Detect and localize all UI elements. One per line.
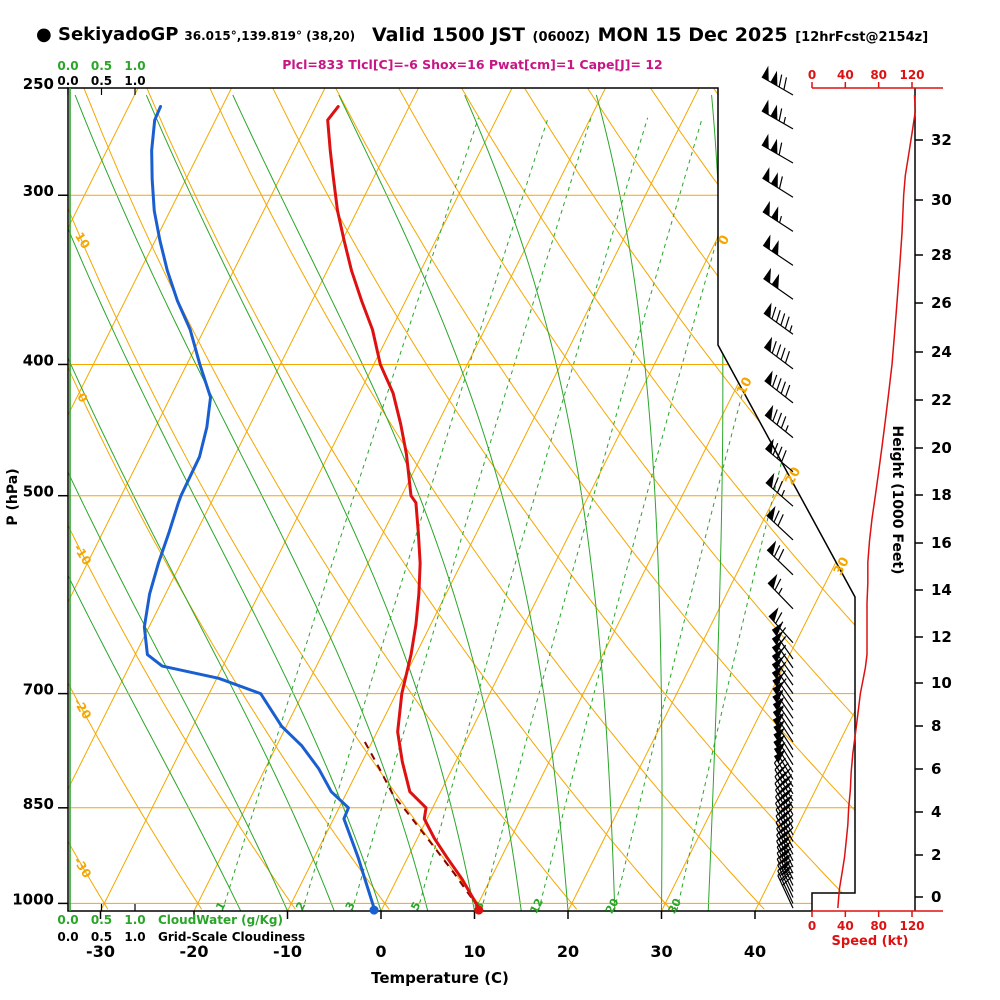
svg-text:80: 80 xyxy=(870,919,887,933)
svg-text:0.0: 0.0 xyxy=(57,74,78,88)
svg-text:850: 850 xyxy=(23,795,54,813)
svg-text:1.0: 1.0 xyxy=(124,913,145,927)
svg-text:1.0: 1.0 xyxy=(124,74,145,88)
grid-labels: 100-10-20-30010203012358122030 xyxy=(71,230,853,916)
wind-speed-line xyxy=(837,94,917,909)
svg-text:0: 0 xyxy=(808,919,816,933)
station-bullet-icon: ● xyxy=(36,24,52,45)
svg-text:0: 0 xyxy=(931,888,941,906)
svg-text:24: 24 xyxy=(931,343,952,361)
svg-text:700: 700 xyxy=(23,681,54,699)
svg-text:12: 12 xyxy=(527,896,546,916)
wind-barbs xyxy=(761,65,794,909)
svg-text:Grid-Scale Cloudiness: Grid-Scale Cloudiness xyxy=(158,930,305,944)
svg-text:2: 2 xyxy=(931,846,941,864)
cloud-scale-axes: 0.00.00.00.00.50.50.50.51.01.01.01.0Clou… xyxy=(57,59,305,944)
station-name: SekiyadoGP xyxy=(58,24,179,45)
svg-text:250: 250 xyxy=(23,75,54,93)
svg-text:Temperature (C): Temperature (C) xyxy=(371,969,509,987)
svg-text:12: 12 xyxy=(931,628,952,646)
svg-text:1.0: 1.0 xyxy=(124,930,145,944)
svg-text:30: 30 xyxy=(650,942,672,961)
grid-mixing-ratio-lines xyxy=(221,117,855,911)
valid-date: MON 15 Dec 2025 xyxy=(597,24,788,46)
svg-text:0: 0 xyxy=(375,942,386,961)
svg-text:8: 8 xyxy=(931,717,941,735)
svg-text:4: 4 xyxy=(931,803,941,821)
parcel-curve xyxy=(361,737,480,909)
svg-text:-20: -20 xyxy=(71,696,94,722)
svg-text:0.5: 0.5 xyxy=(91,913,112,927)
dewpoint-curve xyxy=(142,105,376,910)
valid-time-main: Valid 1500 JST xyxy=(372,24,525,46)
temperature-axis: -30 -20 -10 0 10 20 30 40 Temperature (C) xyxy=(86,911,766,987)
svg-text:500: 500 xyxy=(23,483,54,501)
svg-text:Height (1000 Feet): Height (1000 Feet) xyxy=(889,426,905,575)
station-header: ● SekiyadoGP 36.015°,139.819° (38,20) xyxy=(36,24,355,45)
svg-text:10: 10 xyxy=(463,942,485,961)
plot-boundary xyxy=(67,87,856,912)
svg-text:14: 14 xyxy=(931,581,952,599)
svg-text:6: 6 xyxy=(931,760,941,778)
grid-moist-adiabats xyxy=(68,94,724,911)
svg-text:P (hPa): P (hPa) xyxy=(5,468,21,525)
svg-text:28: 28 xyxy=(931,246,952,264)
svg-text:-20: -20 xyxy=(180,942,209,961)
svg-text:22: 22 xyxy=(931,391,952,409)
svg-text:0.0: 0.0 xyxy=(57,930,78,944)
pressure-axis: 250 300 400 500 700 850 1000 P (hPa) xyxy=(5,75,68,908)
svg-text:40: 40 xyxy=(837,68,854,82)
svg-text:-30: -30 xyxy=(86,942,115,961)
svg-text:40: 40 xyxy=(744,942,766,961)
svg-text:0.5: 0.5 xyxy=(91,930,112,944)
valid-time-utc: (0600Z) xyxy=(532,30,591,45)
svg-text:-30: -30 xyxy=(71,855,94,881)
svg-text:-10: -10 xyxy=(273,942,302,961)
svg-text:0: 0 xyxy=(808,68,816,82)
svg-text:0.5: 0.5 xyxy=(91,59,112,73)
svg-text:0.0: 0.0 xyxy=(57,913,78,927)
temperature-curve xyxy=(326,105,481,910)
svg-text:400: 400 xyxy=(23,351,54,369)
svg-text:CloudWater (g/Kg): CloudWater (g/Kg) xyxy=(158,913,283,927)
surface-dewpoint-dot xyxy=(369,905,379,915)
svg-text:32: 32 xyxy=(931,131,952,149)
svg-text:120: 120 xyxy=(899,919,924,933)
svg-text:Speed (kt): Speed (kt) xyxy=(832,934,909,949)
svg-text:30: 30 xyxy=(666,896,685,916)
speed-axis-top: 0 40 80 120 xyxy=(808,68,943,89)
svg-text:10: 10 xyxy=(72,230,93,252)
svg-text:120: 120 xyxy=(899,68,924,82)
surface-temp-dot xyxy=(474,905,484,915)
svg-text:0.5: 0.5 xyxy=(91,74,112,88)
svg-text:30: 30 xyxy=(931,191,952,209)
forecast-lead: [12hrFcst@2154z] xyxy=(795,30,929,45)
svg-text:20: 20 xyxy=(603,896,622,916)
svg-text:18: 18 xyxy=(931,486,952,504)
svg-text:-10: -10 xyxy=(71,542,94,568)
valid-time-header: Valid 1500 JST (0600Z) MON 15 Dec 2025 [… xyxy=(372,24,930,46)
stability-indices: Plcl=833 Tlcl[C]=-6 Shox=16 Pwat[cm]=1 C… xyxy=(282,57,663,72)
svg-text:80: 80 xyxy=(870,68,887,82)
station-coords: 36.015°,139.819° (38,20) xyxy=(184,29,356,43)
svg-text:20: 20 xyxy=(931,439,952,457)
svg-text:1000: 1000 xyxy=(12,890,54,908)
svg-text:20: 20 xyxy=(557,942,579,961)
svg-text:300: 300 xyxy=(23,182,54,200)
svg-text:1.0: 1.0 xyxy=(124,59,145,73)
svg-text:40: 40 xyxy=(837,919,854,933)
svg-text:10: 10 xyxy=(931,674,952,692)
svg-text:26: 26 xyxy=(931,294,952,312)
svg-text:16: 16 xyxy=(931,534,952,552)
grid-pressure-lines xyxy=(68,194,855,904)
svg-text:0.0: 0.0 xyxy=(57,59,78,73)
